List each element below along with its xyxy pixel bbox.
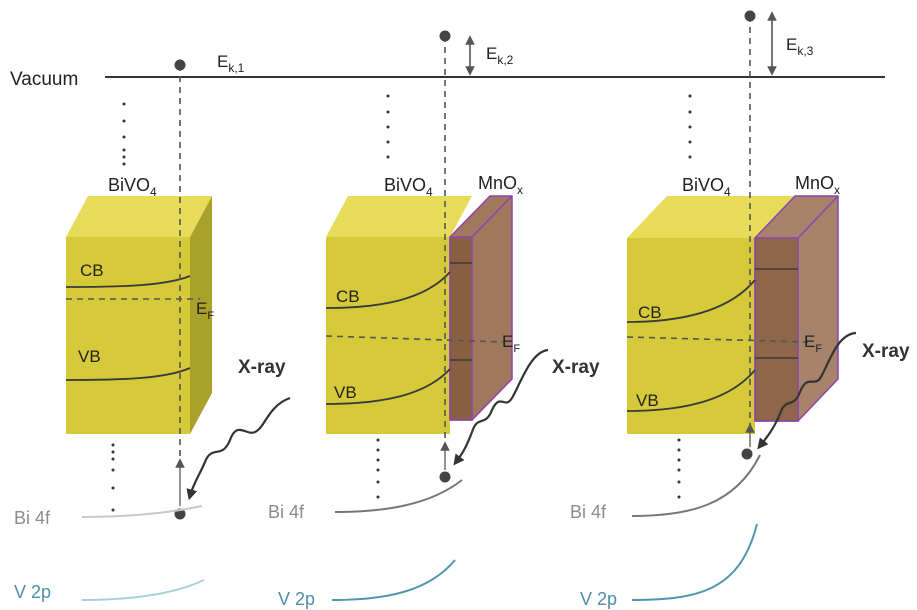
bi4f-level-line — [334, 479, 463, 513]
panel-bivo4: BiVO4 CB VB EF Ek,1 X-ray Bi 4f V 2p — [14, 52, 291, 602]
emitted-electron — [174, 59, 186, 71]
dotted-marker-upper — [688, 94, 692, 159]
coating-front-face — [449, 236, 473, 421]
bi4f-level-line — [81, 505, 203, 518]
ek-label: Ek,2 — [486, 44, 514, 67]
fermi-level-line — [626, 336, 809, 343]
coating-label: MnOx — [795, 173, 840, 197]
v2p-level-line — [631, 523, 758, 601]
cube-front — [66, 237, 190, 434]
v2p-label: V 2p — [580, 589, 617, 609]
dotted-marker-upper — [386, 94, 390, 159]
v2p-level-line — [331, 559, 456, 601]
vb-label: VB — [636, 391, 659, 410]
vb-band-line — [325, 368, 451, 405]
dotted-marker-lower — [111, 443, 115, 512]
v2p-level-line — [81, 579, 205, 601]
cb-band-line — [65, 275, 191, 288]
xray-wave — [757, 331, 857, 450]
panel-bivo4-mnox-1: BiVO4 MnOx CB VB EF Ek,2 X-ray Bi 4f V 2… — [268, 30, 600, 609]
material-label: BiVO4 — [384, 175, 433, 199]
cube-front — [326, 237, 450, 434]
cube-top — [326, 196, 472, 237]
panel-bivo4-mnox-2: BiVO4 MnOx CB VB EF Ek,3 X-ray Bi 4f V 2… — [570, 10, 910, 609]
core-electron — [439, 471, 451, 483]
vb-label: VB — [334, 383, 357, 402]
dotted-marker-lower — [376, 438, 380, 499]
material-label: BiVO4 — [108, 175, 157, 199]
vb-band-line — [626, 369, 756, 412]
bi4f-label: Bi 4f — [14, 508, 51, 528]
v2p-label: V 2p — [278, 589, 315, 609]
bi4f-label: Bi 4f — [570, 502, 607, 522]
xray-label: X-ray — [238, 357, 286, 378]
cube-top — [66, 196, 212, 237]
core-electron — [741, 448, 753, 460]
fermi-label: EF — [196, 299, 214, 322]
cb-label: CB — [336, 287, 360, 306]
cb-label: CB — [80, 261, 104, 280]
dotted-marker-lower — [677, 438, 681, 499]
xray-wave — [186, 396, 291, 501]
cube-side — [190, 196, 212, 434]
bi4f-label: Bi 4f — [268, 502, 305, 522]
fermi-label: EF — [502, 332, 520, 355]
ek-label: Ek,1 — [217, 52, 245, 75]
coating-label: MnOx — [478, 173, 523, 197]
xray-label: X-ray — [862, 341, 910, 362]
vb-label: VB — [78, 347, 101, 366]
material-label: BiVO4 — [682, 175, 731, 199]
vacuum-label: Vacuum — [10, 69, 78, 90]
bi4f-level-line — [631, 454, 761, 517]
cb-band-line — [325, 271, 451, 309]
dotted-marker-upper — [122, 102, 126, 166]
fermi-label: EF — [804, 332, 822, 355]
coating-front-face — [754, 237, 799, 422]
v2p-label: V 2p — [14, 582, 51, 602]
xray-wave — [453, 348, 549, 466]
ek-label: Ek,3 — [786, 35, 814, 58]
cube-front — [627, 238, 755, 434]
cb-band-line — [626, 279, 756, 323]
vb-band-line — [65, 367, 191, 381]
xray-label: X-ray — [552, 357, 600, 378]
emitted-electron — [439, 30, 451, 42]
emitted-electron — [744, 10, 756, 22]
cb-label: CB — [638, 303, 662, 322]
cube-top — [627, 196, 795, 238]
fermi-level-line — [325, 335, 504, 343]
